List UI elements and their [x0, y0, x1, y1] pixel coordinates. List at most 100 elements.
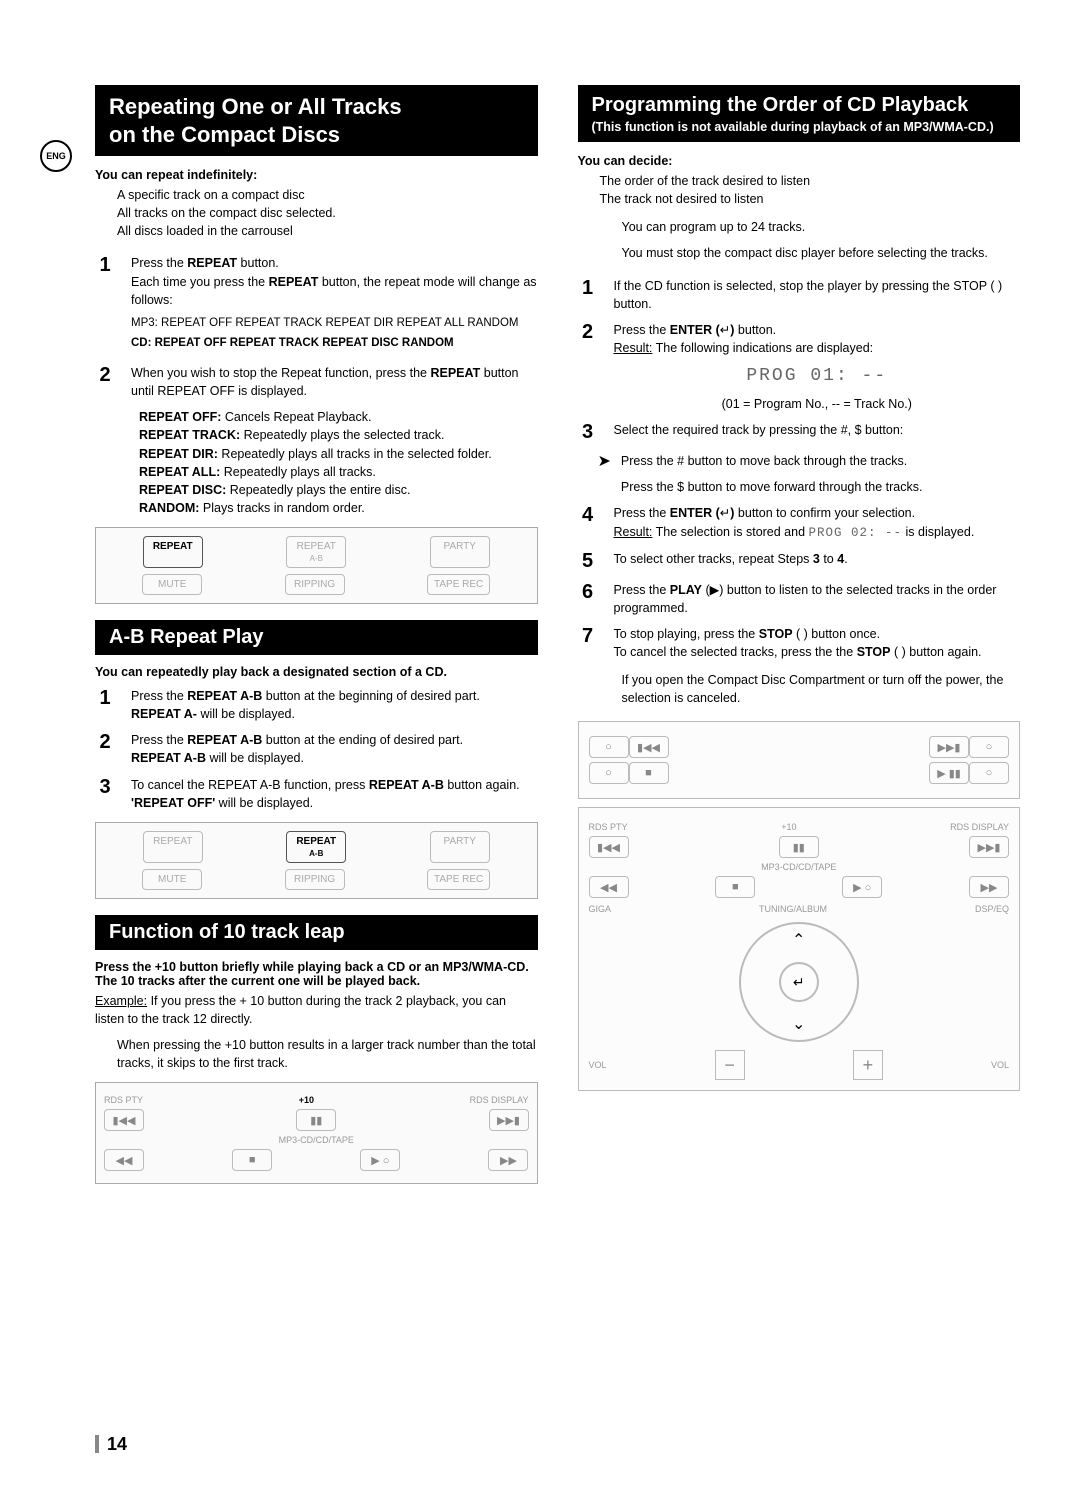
panel-btn: ○: [589, 736, 629, 758]
intro-line: A specific track on a compact disc: [117, 186, 538, 204]
t: Press the: [614, 506, 670, 520]
step-body: Press the REPEAT A-B button at the endin…: [131, 731, 538, 767]
remote-btn: RIPPING: [285, 869, 345, 890]
def-term: RANDOM:: [139, 501, 199, 515]
remote-diagram-repeat: REPEAT REPEATA-B PARTY MUTE RIPPING TAPE…: [95, 527, 538, 604]
intro-line: All tracks on the compact disc selected.: [117, 204, 538, 222]
mode-mp3: MP3: REPEAT OFF REPEAT TRACK REPEAT DIR …: [131, 315, 538, 332]
leap-example: Example: If you press the + 10 button du…: [95, 992, 538, 1028]
result-label: Result:: [614, 341, 653, 355]
t: ( ) button once.: [793, 627, 881, 641]
prog-step-3-pointer: ➤ Press the # button to move back throug…: [598, 452, 1021, 496]
panel-label: MP3-CD/CD/TAPE: [104, 1135, 529, 1145]
step-number: 2: [95, 364, 115, 400]
panel-label: MP3-CD/CD/TAPE: [589, 862, 1010, 872]
remote-btn-repeat-ab: REPEATA-B: [286, 831, 346, 863]
t: REPEAT A-B: [131, 751, 206, 765]
play-icon: ▶ ○: [842, 876, 882, 898]
def-term: REPEAT DISC:: [139, 483, 226, 497]
vol-up-icon: +: [853, 1050, 883, 1080]
section-subtitle: (This function is not available during p…: [592, 120, 1007, 134]
intro-line: The order of the track desired to listen: [600, 172, 1021, 190]
next-track-icon: ▶▶▮: [969, 836, 1009, 858]
prog-step-3: 3 Select the required track by pressing …: [578, 421, 1021, 444]
prog-step-2: 2 Press the ENTER (↵) button. Result: Th…: [578, 321, 1021, 413]
step-number: 1: [95, 687, 115, 723]
t: button at the beginning of desired part.: [262, 689, 480, 703]
panel-label: VOL: [991, 1060, 1009, 1070]
next-track-icon: ▶▶▮: [929, 736, 969, 758]
t: ENTER (: [670, 506, 720, 520]
panel-label: RDS DISPLAY: [950, 822, 1009, 832]
repeat-step-1: 1 Press the REPEAT button. Each time you…: [95, 254, 538, 356]
enter-icon: ↵: [720, 323, 730, 337]
ab-intro: You can repeatedly play back a designate…: [95, 665, 538, 679]
panel-label: RDS PTY: [589, 822, 628, 832]
vol-down-icon: −: [715, 1050, 745, 1080]
prog-caption: (01 = Program No., -- = Track No.): [614, 395, 1021, 413]
def-desc: Repeatedly plays the entire disc.: [226, 483, 410, 497]
step-body: If the CD function is selected, stop the…: [614, 277, 1021, 313]
panel-label: RDS PTY: [104, 1095, 143, 1105]
rew-icon: ◀◀: [104, 1149, 144, 1171]
section-header-programming: Programming the Order of CD Playback (Th…: [578, 85, 1021, 142]
def-term: REPEAT DIR:: [139, 447, 218, 461]
prev-track-icon: ▮◀◀: [104, 1109, 144, 1131]
step-number: 3: [578, 421, 598, 444]
panel-diagram-10leap: RDS PTY +10 RDS DISPLAY ▮◀◀ ▮▮ ▶▶▮ MP3-C…: [95, 1082, 538, 1184]
step-body: Press the REPEAT button. Each time you p…: [131, 254, 538, 356]
t: will be displayed.: [206, 751, 304, 765]
t: The selection is stored and: [652, 525, 808, 539]
ff-icon: ▶▶: [969, 876, 1009, 898]
def-desc: Repeatedly plays all tracks.: [220, 465, 376, 479]
t: button.: [237, 256, 279, 270]
down-icon: ⌄: [792, 1014, 805, 1034]
t: REPEAT A-B: [187, 733, 262, 747]
remote-btn: PARTY: [430, 831, 490, 863]
result-label: Result:: [614, 525, 653, 539]
ab-step-2: 2 Press the REPEAT A-B button at the end…: [95, 731, 538, 767]
remote-btn: TAPE REC: [427, 869, 490, 890]
intro-line: The track not desired to listen: [600, 190, 1021, 208]
example-label: Example:: [95, 994, 147, 1008]
ab-step-1: 1 Press the REPEAT A-B button at the beg…: [95, 687, 538, 723]
dial: ⌃ ⌄ ↵: [739, 922, 859, 1042]
prog-intro-bold: You can decide:: [578, 154, 1021, 168]
step-number: 1: [95, 254, 115, 356]
def-desc: Plays tracks in random order.: [199, 501, 364, 515]
t: Press the: [614, 583, 670, 597]
section-title-line1: Repeating One or All Tracks: [109, 93, 524, 121]
t: will be displayed.: [215, 796, 313, 810]
panel-label: TUNING/ALBUM: [759, 904, 827, 914]
t: .: [844, 552, 847, 566]
remote-btn: TAPE REC: [427, 574, 490, 595]
play-pause-icon: ▶ ▮▮: [929, 762, 969, 784]
t: REPEAT: [187, 256, 237, 270]
section-header-10leap: Function of 10 track leap: [95, 915, 538, 950]
page-number: 14: [95, 1434, 127, 1455]
left-column: Repeating One or All Tracks on the Compa…: [95, 85, 538, 1194]
step-body: To select other tracks, repeat Steps 3 t…: [614, 550, 1021, 573]
section-title: Programming the Order of CD Playback: [592, 93, 1007, 118]
language-badge: ENG: [40, 140, 72, 172]
stop-icon: ■: [232, 1149, 272, 1171]
t: When you wish to stop the Repeat functio…: [131, 366, 430, 380]
t: button to confirm your selection.: [734, 506, 915, 520]
enter-icon: ↵: [720, 506, 730, 520]
step-body: When you wish to stop the Repeat functio…: [131, 364, 538, 400]
leap-intro: Press the +10 button briefly while playi…: [95, 960, 538, 988]
t: Press the: [131, 256, 187, 270]
stop-icon: ■: [629, 762, 669, 784]
def-desc: Repeatedly plays all tracks in the selec…: [218, 447, 492, 461]
t: to: [820, 552, 837, 566]
t: To cancel the REPEAT A-B function, press: [131, 778, 369, 792]
intro-line: All discs loaded in the carrousel: [117, 222, 538, 240]
step-number: 3: [95, 776, 115, 812]
section-header-repeat: Repeating One or All Tracks on the Compa…: [95, 85, 538, 156]
ff-icon: ▶▶: [488, 1149, 528, 1171]
def-desc: Cancels Repeat Playback.: [221, 410, 371, 424]
repeat-intro-bold: You can repeat indefinitely:: [95, 168, 538, 182]
remote-btn: REPEATA-B: [286, 536, 346, 568]
t: Press the: [131, 689, 187, 703]
step-body: To stop playing, press the STOP ( ) butt…: [614, 625, 1021, 661]
